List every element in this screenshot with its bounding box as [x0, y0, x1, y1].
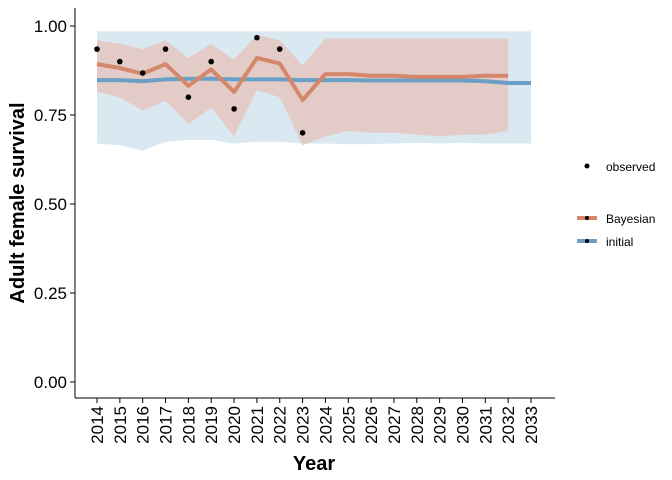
- legend-observed-key: [584, 163, 590, 169]
- y-ticks: 0.00 0.25 0.50 0.75 1.00: [34, 17, 75, 392]
- observed-point: [231, 106, 237, 112]
- y-tick-label: 0.75: [34, 106, 67, 125]
- x-tick-label: 2023: [294, 406, 313, 444]
- x-ticks: 2014 2015 2016 2017 2018 2019 2020 2021 2022 2023…: [88, 398, 541, 444]
- x-tick-label: 2016: [134, 406, 153, 444]
- observed-point: [299, 130, 306, 136]
- observed-points: [94, 34, 306, 136]
- x-tick-label: 2024: [316, 406, 335, 444]
- x-tick-label: 2029: [431, 406, 450, 444]
- y-tick-label: 0.25: [34, 284, 67, 303]
- legend: observed Bayesian initial: [577, 160, 655, 249]
- x-tick-label: 2028: [408, 406, 427, 444]
- line-bayesian: [96, 56, 509, 102]
- legend-initial-label: initial: [606, 235, 633, 249]
- uncertainty-bands: [97, 31, 531, 151]
- x-tick-label: 2020: [225, 406, 244, 444]
- x-tick-label: 2018: [179, 406, 198, 444]
- legend-bayesian-dot: [585, 216, 589, 220]
- x-tick-label: 2031: [476, 406, 495, 444]
- x-tick-label: 2030: [454, 406, 473, 444]
- x-tick-label: 2026: [362, 406, 381, 444]
- x-tick-label: 2033: [522, 406, 541, 444]
- y-axis-title: Adult female survival: [7, 102, 29, 303]
- x-tick-label: 2027: [385, 406, 404, 444]
- band-bayesian: [97, 34, 509, 146]
- axes: [74, 8, 555, 399]
- y-tick-label: 1.00: [34, 17, 67, 36]
- x-tick-label: 2021: [248, 406, 267, 444]
- x-tick-label: 2025: [339, 406, 358, 444]
- observed-point: [254, 34, 260, 41]
- x-tick-label: 2014: [88, 406, 107, 444]
- x-tick-label: 2032: [499, 406, 518, 444]
- observed-point: [185, 94, 192, 100]
- legend-initial-dot: [585, 239, 589, 243]
- x-tick-label: 2019: [202, 406, 221, 444]
- x-tick-label: 2015: [111, 406, 130, 444]
- legend-bayesian-label: Bayesian: [606, 212, 655, 226]
- observed-point: [276, 46, 283, 52]
- x-tick-label: 2017: [157, 406, 176, 444]
- observed-point: [162, 46, 169, 52]
- y-tick-label: 0.00: [34, 373, 67, 392]
- series-lines: [96, 56, 531, 102]
- x-tick-label: 2022: [271, 406, 290, 444]
- observed-point: [139, 70, 146, 76]
- x-axis-title: Year: [293, 453, 335, 475]
- line-initial: [97, 76, 531, 85]
- observed-point: [94, 46, 100, 52]
- legend-observed-label: observed: [606, 160, 655, 174]
- y-tick-label: 0.50: [34, 195, 67, 214]
- observed-point: [117, 58, 123, 65]
- observed-point: [208, 58, 214, 65]
